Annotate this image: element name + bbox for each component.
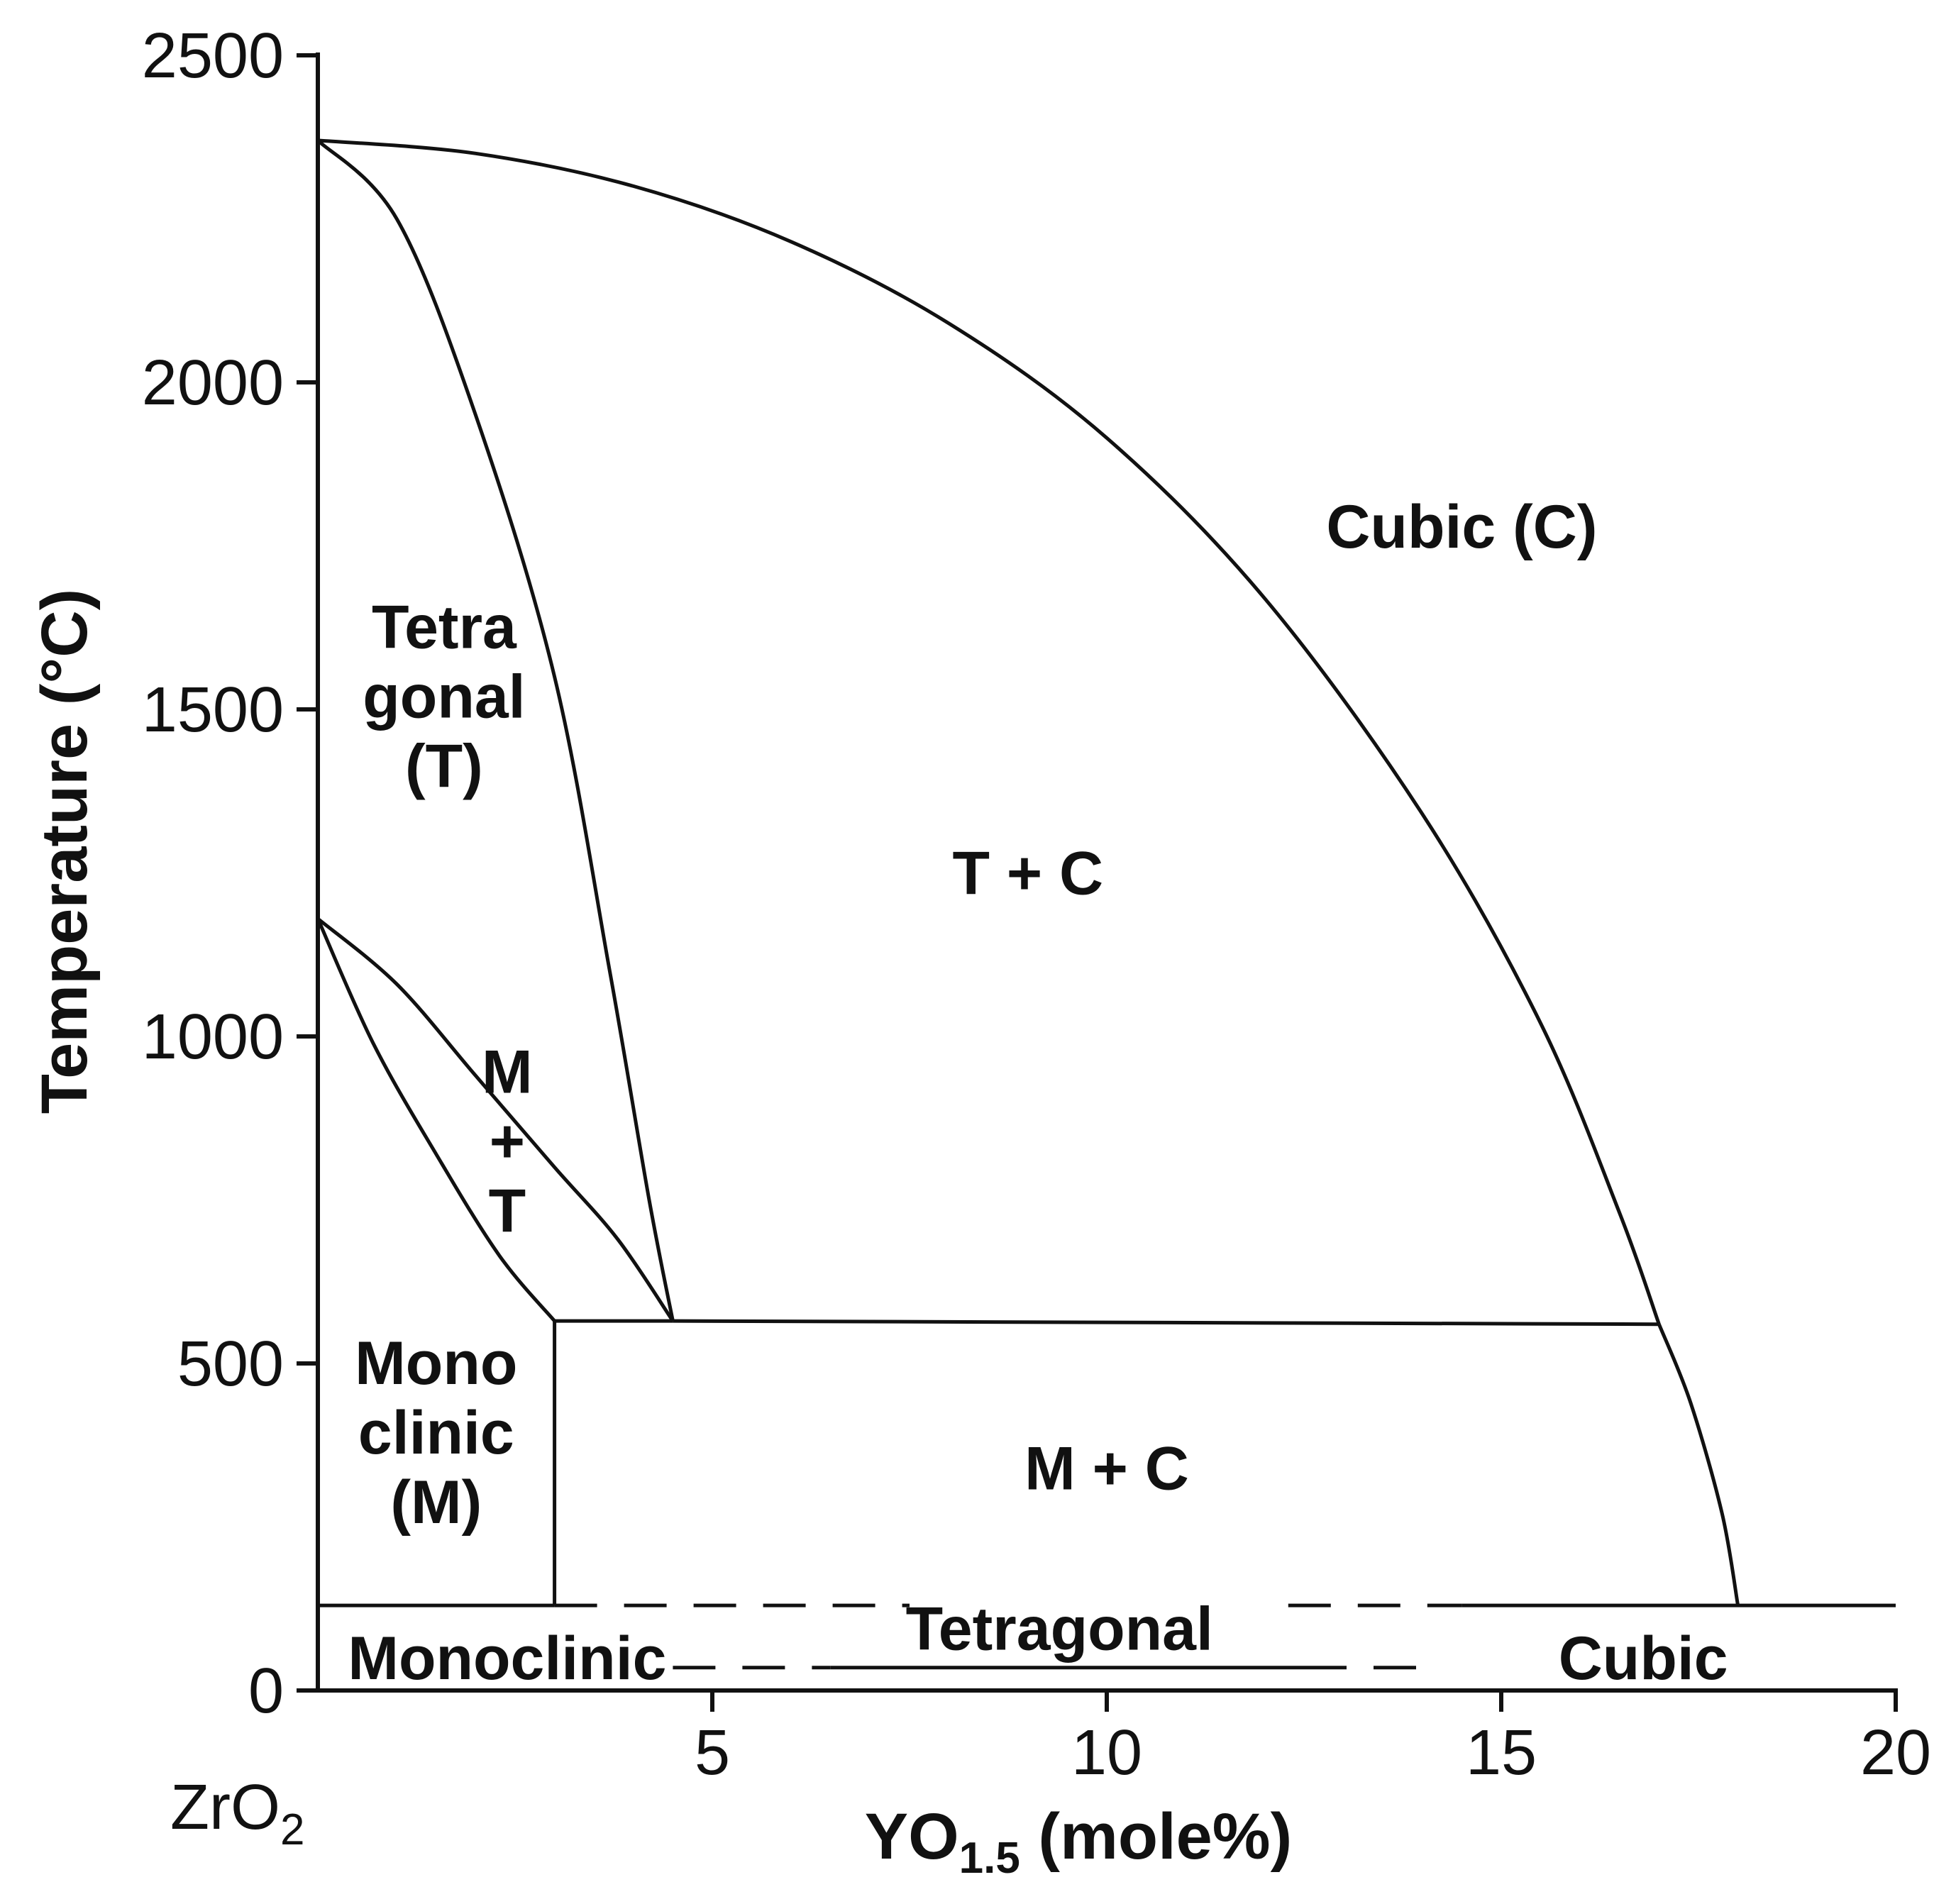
region-tetragonal: Tetragonal(T) bbox=[363, 594, 525, 801]
x-axis-title-base: YO bbox=[865, 1800, 959, 1873]
boundary-m-t-upper bbox=[316, 917, 675, 1322]
region-label-m-plus-t: + bbox=[490, 1108, 525, 1176]
x-tick-label: 15 bbox=[1466, 1717, 1537, 1788]
region-label-monoclinic-lower: Monoclinic bbox=[348, 1625, 666, 1693]
region-labels: Cubic (C)Tetragonal(T)T + CM+TMonoclinic… bbox=[348, 493, 1728, 1693]
region-label-tetragonal: (T) bbox=[405, 733, 483, 801]
region-label-tetragonal: Tetra bbox=[372, 594, 517, 662]
x-origin-label-sub: 2 bbox=[280, 1805, 304, 1854]
region-label-monoclinic: (M) bbox=[390, 1468, 482, 1537]
region-label-m-plus-t: T bbox=[489, 1178, 526, 1246]
region-label-cubic: Cubic (C) bbox=[1326, 493, 1597, 561]
region-cubic-lower: Cubic bbox=[1559, 1625, 1728, 1693]
y-tick-label: 0 bbox=[248, 1656, 284, 1727]
region-label-tetragonal: gonal bbox=[363, 663, 525, 731]
y-ticks: 0 500 1000 1500 2000 2500 bbox=[142, 21, 318, 1727]
boundary-m-t-lower bbox=[316, 917, 556, 1322]
x-axis-title: YO1.5 (mole%) bbox=[865, 1800, 1293, 1883]
x-tick-label: 5 bbox=[695, 1717, 730, 1788]
region-label-monoclinic: Mono bbox=[355, 1329, 517, 1397]
region-t-plus-c: T + C bbox=[952, 840, 1103, 908]
y-tick-label: 1500 bbox=[142, 675, 284, 746]
x-origin-label-base: ZrO bbox=[170, 1772, 280, 1843]
region-label-m-plus-t: M bbox=[482, 1039, 533, 1107]
x-axis-title-sub: 1.5 bbox=[959, 1834, 1020, 1883]
region-label-cubic-lower: Cubic bbox=[1559, 1625, 1728, 1693]
boundary-tetragonal-solvus bbox=[316, 139, 675, 1322]
phase-boundaries bbox=[316, 138, 1896, 1670]
region-cubic: Cubic (C) bbox=[1326, 493, 1597, 561]
boundary-cubic-lower-solvus bbox=[1657, 1323, 1740, 1606]
x-origin-label: ZrO2 bbox=[170, 1772, 304, 1854]
region-m-plus-t: M+T bbox=[482, 1039, 533, 1246]
region-label-t-plus-c: T + C bbox=[952, 840, 1103, 908]
region-label-monoclinic: clinic bbox=[358, 1399, 514, 1467]
region-label-tetragonal-lower: Tetragonal bbox=[906, 1595, 1213, 1663]
boundary-eutectoid bbox=[673, 1319, 1659, 1327]
y-tick-label: 1000 bbox=[142, 1002, 284, 1073]
region-tetragonal-lower: Tetragonal bbox=[906, 1595, 1213, 1663]
x-tick-label: 20 bbox=[1860, 1717, 1931, 1788]
boundary-cubic-solvus bbox=[317, 138, 1661, 1325]
region-monoclinic: Monoclinic(M) bbox=[355, 1329, 517, 1537]
axes: 0 500 1000 1500 2000 2500 5 10 15 20 bbox=[142, 21, 1931, 1788]
region-m-plus-c: M + C bbox=[1024, 1435, 1189, 1503]
region-label-m-plus-c: M + C bbox=[1024, 1435, 1189, 1503]
y-axis-title: Temperature (°C) bbox=[28, 589, 101, 1114]
y-tick-label: 2500 bbox=[142, 21, 284, 92]
x-axis-title-rest: (mole%) bbox=[1020, 1800, 1292, 1873]
x-tick-label: 10 bbox=[1071, 1717, 1142, 1788]
x-ticks: 5 10 15 20 bbox=[695, 1690, 1931, 1788]
y-tick-label: 500 bbox=[177, 1329, 284, 1400]
region-monoclinic-lower: Monoclinic bbox=[348, 1625, 666, 1693]
y-tick-label: 2000 bbox=[142, 348, 284, 419]
